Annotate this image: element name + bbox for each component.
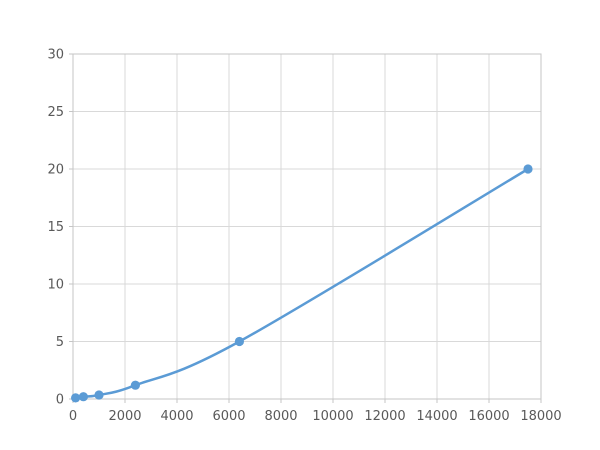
data-point-marker xyxy=(78,392,88,402)
data-point-marker xyxy=(130,380,140,390)
x-tick-label: 2000 xyxy=(108,409,141,424)
x-tick-label: 16000 xyxy=(468,409,509,424)
x-tick-label: 0 xyxy=(69,409,77,424)
x-tick-label: 14000 xyxy=(416,409,457,424)
y-tick-label: 30 xyxy=(47,48,64,63)
x-tick-label: 10000 xyxy=(312,409,353,424)
y-tick-label: 15 xyxy=(47,220,64,235)
x-tick-label: 6000 xyxy=(212,409,245,424)
x-tick-label: 18000 xyxy=(520,409,561,424)
y-tick-label: 20 xyxy=(47,163,64,178)
data-point-marker xyxy=(71,393,81,403)
y-tick-label: 5 xyxy=(56,335,64,350)
y-tick-label: 0 xyxy=(56,393,64,408)
x-tick-label: 12000 xyxy=(364,409,405,424)
y-tick-label: 10 xyxy=(47,278,64,293)
x-tick-label: 8000 xyxy=(264,409,297,424)
x-tick-label: 4000 xyxy=(160,409,193,424)
data-point-marker xyxy=(234,336,244,347)
data-point-marker xyxy=(94,390,104,400)
y-tick-label: 25 xyxy=(47,105,64,120)
data-point-marker xyxy=(523,164,533,174)
